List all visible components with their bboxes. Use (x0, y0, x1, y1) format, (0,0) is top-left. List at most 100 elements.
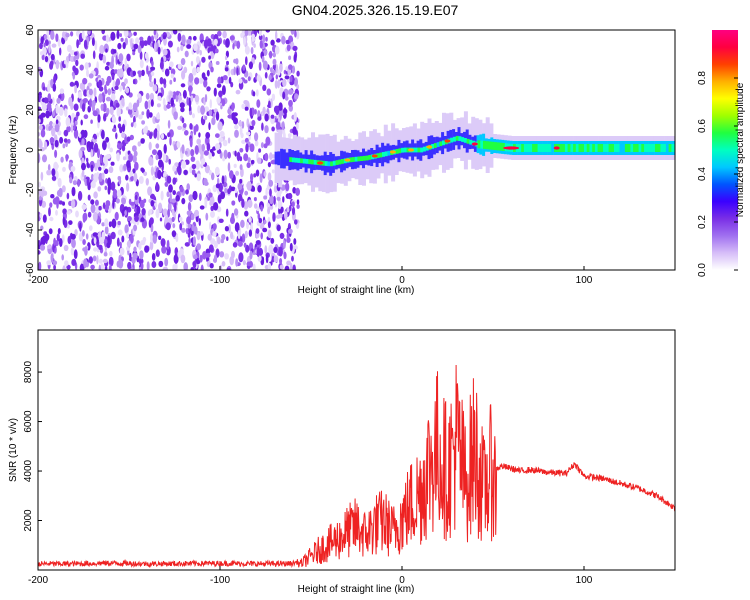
spectrogram-noise-cell (164, 68, 170, 77)
spectrogram-noise-cell (215, 143, 220, 151)
spectrogram-peak-cell (426, 145, 433, 149)
spectrogram-noise-cell (186, 216, 192, 225)
spectrogram-core-cell (521, 144, 525, 152)
spectrogram-noise-cell (81, 30, 85, 39)
spectrogram-noise-cell (277, 79, 281, 89)
spectrogram-noise-cell (161, 245, 167, 254)
spectrogram-band-cell (282, 149, 286, 169)
spectrogram-noise-cell (222, 75, 228, 81)
x-tick-label: 0 (399, 275, 405, 286)
spectrogram-noise-cell (160, 46, 163, 52)
spectrogram-noise-cell (179, 102, 185, 109)
spectrogram-noise-cell (293, 112, 297, 122)
spectrogram-noise-cell (47, 164, 51, 172)
spectrogram-noise-cell (115, 198, 120, 204)
spectrogram-core-cell (300, 158, 304, 164)
spectrogram-noise-cell (137, 141, 142, 147)
spectrogram-noise-cell (226, 236, 229, 241)
spectrogram-noise-cell (190, 267, 194, 270)
spectrogram-noise-cell (39, 42, 43, 50)
spectrogram-noise-cell (196, 173, 201, 182)
spectrogram-noise-cell (109, 61, 114, 69)
spectrogram-noise-cell (235, 170, 240, 176)
spectrogram-noise-cell (173, 77, 176, 82)
spectrogram-noise-cell (296, 70, 300, 77)
spectrogram-noise-cell (46, 169, 52, 176)
spectrogram-noise-cell (132, 252, 138, 260)
spectrogram-noise-cell (159, 60, 164, 70)
spectrogram-noise-cell (98, 205, 102, 211)
spectrogram-noise-cell (258, 30, 262, 37)
spectrogram-noise-cell (180, 254, 186, 264)
spectrogram-noise-cell (230, 186, 236, 192)
spectrogram-core-cell (570, 144, 574, 152)
spectrogram-noise-cell (258, 217, 263, 224)
spectrogram-noise-cell (255, 240, 261, 245)
spectrogram-noise-cell (293, 238, 297, 245)
spectrogram-noise-cell (148, 141, 152, 151)
spectrogram-noise-cell (50, 53, 55, 61)
spectrogram-noise-cell (132, 168, 136, 174)
spectrogram-noise-cell (81, 138, 85, 146)
spectrogram-noise-cell (268, 74, 272, 81)
spectrogram-noise-cell (274, 80, 278, 89)
snr-y-ticks: 2000 4000 6000 8000 (23, 361, 42, 532)
spectrogram-peak-cell (471, 142, 478, 146)
spectrogram-noise-cell (125, 174, 129, 181)
spectrogram-noise-cell (55, 119, 59, 125)
spectrogram-core-cell (422, 146, 426, 152)
spectrogram-noise-cell (224, 253, 230, 260)
spectrogram-peak-cell (371, 154, 378, 158)
spectrogram-noise-cell (227, 137, 231, 144)
spectrogram-noise-cell (57, 39, 61, 47)
spectrogram-noise-cell (264, 152, 269, 162)
spectrogram-noise-cell (292, 187, 297, 194)
spectrogram-noise-cell (253, 203, 258, 209)
spectrogram-noise-cell (96, 159, 100, 167)
spectrogram-noise-cell (186, 183, 190, 191)
spectrogram-core-cell (289, 157, 293, 162)
spectrogram-noise-cell (58, 106, 64, 117)
spectrogram-core-cell (622, 144, 626, 152)
spectrogram-noise-cell (118, 115, 121, 122)
spectrogram-noise-cell (247, 76, 251, 82)
spectrogram-noise-cell (81, 230, 85, 237)
spectrogram-noise-cell (204, 198, 208, 209)
spectrogram-noise-cell (99, 44, 105, 55)
spectrogram-noise-cell (181, 34, 186, 45)
spectrogram-noise-cell (189, 123, 193, 130)
spectrogram-noise-cell (146, 65, 149, 75)
spectrogram-noise-cell (96, 255, 99, 265)
spectrogram-core-cell (420, 147, 424, 153)
spectrogram-noise-cell (90, 199, 95, 205)
spectrogram-noise-cell (148, 156, 154, 166)
spectrogram-noise-cell (40, 188, 45, 198)
spectrogram-noise-cell (294, 30, 297, 38)
spectrogram-noise-cell (249, 250, 253, 260)
spectrogram-noise-cell (212, 113, 216, 119)
y-tick-label: 6000 (23, 410, 34, 433)
spectrogram-noise-cell (288, 223, 291, 228)
spectrogram-noise-cell (140, 138, 145, 144)
spectrogram-noise-cell (223, 175, 227, 184)
spectrogram-noise-cell (168, 94, 172, 100)
spectrogram-noise-cell (92, 50, 96, 60)
spectrogram-noise-cell (53, 237, 56, 246)
spectrogram-noise-cell (39, 212, 43, 219)
spectrogram-noise-cell (194, 94, 200, 103)
spectrogram-noise-cell (143, 171, 148, 177)
spectrogram-noise-cell (296, 122, 299, 130)
spectrogram-noise-cell (246, 181, 252, 191)
spectrogram-core-cell (324, 161, 328, 166)
spectrogram-core-cell (611, 144, 615, 152)
spectrogram-noise-cell (213, 87, 217, 97)
spectrogram-noise-cell (180, 83, 186, 88)
spectrogram-noise-cell (90, 164, 94, 172)
spectrogram-noise-cell (93, 237, 97, 245)
spectrogram-noise-cell (158, 260, 164, 268)
spectrogram-noise-cell (186, 210, 191, 216)
spectrogram-noise-cell (79, 82, 84, 90)
spectrogram-noise-cell (273, 185, 278, 193)
spectrogram-noise-cell (46, 260, 52, 266)
spectrogram-noise-cell (262, 60, 268, 70)
